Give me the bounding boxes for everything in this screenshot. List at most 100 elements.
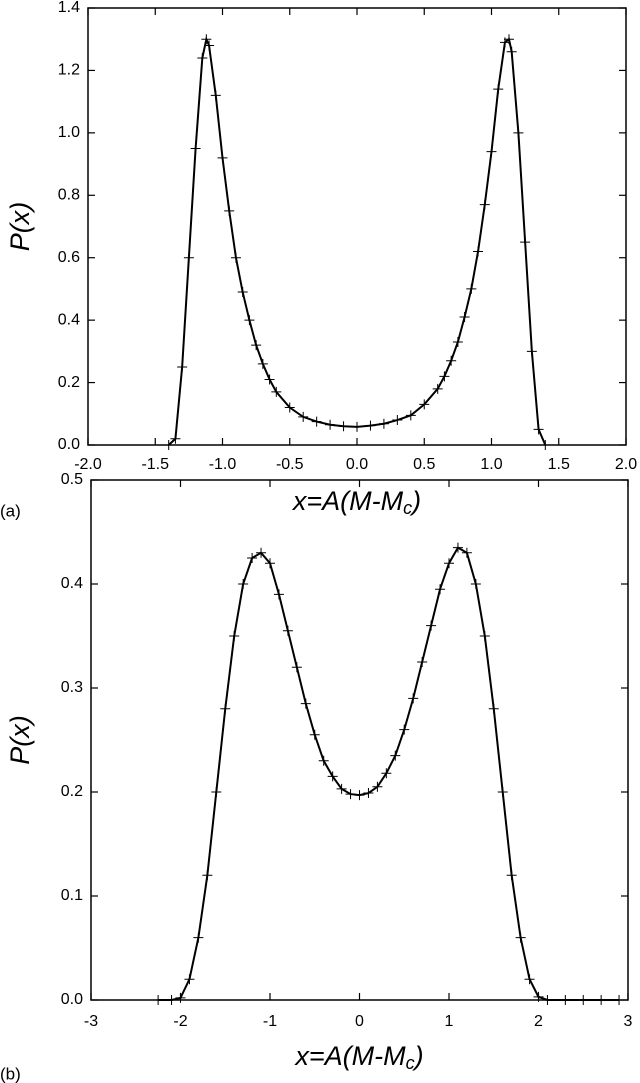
data-point bbox=[363, 788, 374, 799]
plot-frame bbox=[87, 7, 627, 446]
data-point bbox=[265, 558, 275, 569]
data-point bbox=[497, 787, 508, 797]
x-tick-label: -1.0 bbox=[209, 456, 237, 473]
x-tick-label: 0.5 bbox=[413, 456, 435, 473]
data-point bbox=[452, 336, 463, 347]
data-point bbox=[284, 402, 295, 413]
data-point bbox=[211, 787, 222, 797]
y-axis-label: P(x) bbox=[5, 202, 35, 252]
data-point bbox=[237, 287, 248, 298]
data-point bbox=[520, 237, 531, 248]
x-tick-label: -3 bbox=[84, 1013, 98, 1030]
y-tick-label: 1.0 bbox=[58, 124, 80, 141]
data-point bbox=[197, 52, 208, 63]
data-point bbox=[336, 783, 347, 794]
y-tick-label: 1.4 bbox=[58, 0, 80, 16]
data-point bbox=[390, 750, 401, 761]
data-point bbox=[184, 974, 195, 985]
data-point bbox=[345, 789, 356, 800]
y-tick-label: 0.2 bbox=[61, 783, 83, 800]
plot-frame bbox=[90, 479, 629, 1001]
data-point bbox=[596, 995, 607, 1005]
data-point bbox=[578, 995, 589, 1005]
y-tick-label: 0.1 bbox=[61, 887, 83, 904]
x-tick-label: 3 bbox=[624, 1013, 633, 1030]
x-tick-label: 2.0 bbox=[615, 456, 637, 473]
data-point bbox=[459, 312, 470, 323]
x-tick-label: -2.0 bbox=[74, 456, 102, 473]
y-tick-label: 0.4 bbox=[61, 575, 83, 592]
data-point bbox=[177, 361, 188, 372]
data-point bbox=[264, 374, 275, 385]
data-point bbox=[338, 421, 349, 432]
x-tick-label: 0 bbox=[355, 1013, 364, 1030]
data-point bbox=[461, 547, 472, 558]
data-point bbox=[327, 771, 338, 782]
data-point bbox=[244, 315, 255, 326]
data-point bbox=[166, 995, 177, 1005]
data-point bbox=[298, 411, 309, 422]
data-point bbox=[614, 995, 625, 1005]
data-point bbox=[163, 440, 174, 450]
data-point bbox=[419, 399, 430, 410]
x-axis-label-part: x=A(M-M bbox=[293, 1041, 406, 1071]
y-tick-label: 0.8 bbox=[58, 187, 80, 204]
data-point bbox=[352, 421, 362, 432]
data-point bbox=[210, 90, 221, 101]
data-point bbox=[392, 415, 403, 426]
data-point bbox=[170, 433, 181, 444]
data-point bbox=[273, 589, 284, 600]
data-point bbox=[282, 625, 293, 636]
data-point bbox=[247, 553, 258, 563]
data-point bbox=[466, 283, 477, 294]
data-point bbox=[526, 346, 537, 357]
data-point bbox=[220, 703, 231, 714]
data-point bbox=[291, 662, 302, 673]
y-tick-label: 1.2 bbox=[58, 62, 80, 79]
data-point bbox=[378, 418, 389, 429]
y-tick-label: 0.0 bbox=[61, 991, 83, 1008]
data-point bbox=[470, 579, 481, 589]
data-point bbox=[426, 620, 437, 631]
y-tick-label: 0.2 bbox=[58, 374, 80, 391]
data-point bbox=[439, 371, 450, 382]
data-point bbox=[372, 781, 383, 792]
y-tick-label: 0.4 bbox=[58, 311, 80, 328]
data-point bbox=[365, 420, 376, 431]
data-point bbox=[201, 34, 212, 45]
data-point bbox=[256, 547, 267, 558]
data-point bbox=[405, 410, 416, 421]
data-point bbox=[524, 974, 535, 985]
data-point bbox=[204, 40, 215, 51]
x-axis-label-part: c bbox=[403, 498, 412, 518]
y-tick-label: 0.6 bbox=[58, 249, 80, 266]
data-point bbox=[325, 419, 336, 430]
data-point bbox=[217, 152, 228, 163]
x-axis-label-part: x=A(M-M bbox=[291, 486, 404, 516]
data-point bbox=[479, 631, 490, 641]
data-point bbox=[513, 127, 524, 138]
data-point bbox=[271, 386, 282, 397]
data-point bbox=[311, 416, 322, 427]
data-point bbox=[503, 34, 514, 45]
x-axis-label: x=A(M-Mc) bbox=[293, 1041, 423, 1073]
data-point bbox=[540, 440, 551, 450]
x-tick-label: -1 bbox=[263, 1013, 277, 1030]
data-point bbox=[560, 995, 571, 1005]
data-point bbox=[202, 870, 213, 881]
panel-label: (a) bbox=[0, 501, 21, 520]
data-point bbox=[300, 698, 311, 709]
y-axis-label: P(x) bbox=[5, 715, 35, 765]
x-tick-label: 0.0 bbox=[346, 456, 368, 473]
data-point bbox=[444, 558, 454, 569]
data-point bbox=[190, 143, 201, 154]
x-tick-label: -1.5 bbox=[141, 456, 169, 473]
panel-label: (b) bbox=[0, 1064, 21, 1083]
data-point bbox=[183, 252, 194, 263]
data-point bbox=[354, 790, 365, 801]
x-axis-label-part: c bbox=[406, 1053, 415, 1073]
data-point bbox=[224, 205, 235, 216]
data-point bbox=[381, 768, 392, 779]
y-tick-label: 0.5 bbox=[61, 471, 83, 488]
